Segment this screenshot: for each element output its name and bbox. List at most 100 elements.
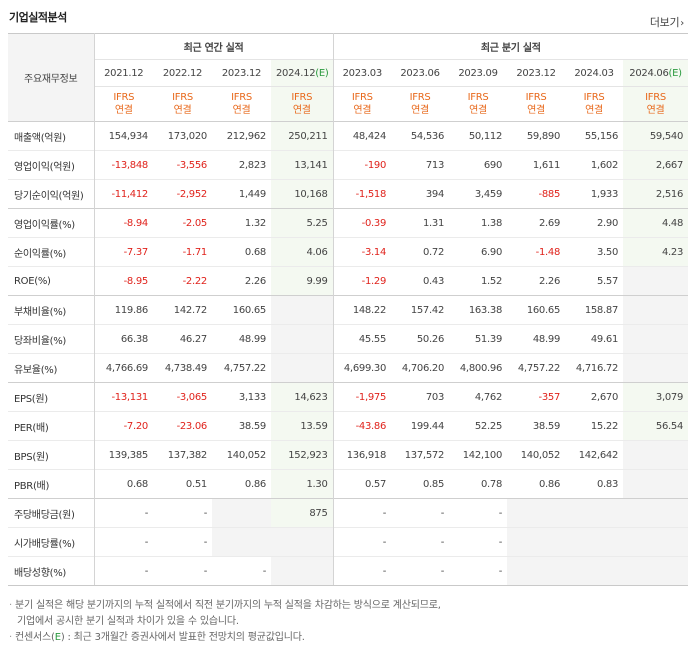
table-cell: -8.95 bbox=[94, 266, 153, 296]
period-header: 2022.12 bbox=[153, 59, 212, 87]
table-cell bbox=[212, 527, 271, 557]
table-cell: 139,385 bbox=[94, 440, 153, 470]
table-cell: 52.25 bbox=[449, 411, 508, 441]
table-row: 매출액(억원) 154,934 173,020 212,962 250,211 48,42… bbox=[8, 121, 689, 151]
row-label: 유보율(%) bbox=[8, 353, 95, 383]
period-header: 2023.12 bbox=[507, 59, 566, 87]
table-cell: -11,412 bbox=[94, 179, 153, 209]
table-cell: 0.68 bbox=[212, 237, 271, 267]
standard-consolidated: 연결 bbox=[527, 105, 545, 116]
row-label: 영업이익(억원) bbox=[8, 150, 95, 180]
table-cell: -3,065 bbox=[153, 382, 212, 412]
footnote-1: · 분기 실적은 해당 분기까지의 누적 실적에서 직전 분기까지의 누적 실적을… bbox=[9, 600, 441, 611]
standard-ifrs: IFRS bbox=[113, 92, 135, 103]
table-row: 영업이익(억원) -13,848 -3,556 2,823 13,141 -190 713 6… bbox=[8, 150, 689, 180]
standard-header: IFRS 연결 bbox=[212, 86, 271, 122]
table-cell: -1.29 bbox=[333, 266, 392, 296]
table-cell: -43.86 bbox=[333, 411, 392, 441]
table-cell: 2.26 bbox=[507, 266, 566, 296]
table-cell: 0.43 bbox=[391, 266, 450, 296]
table-cell: 10,168 bbox=[271, 179, 334, 209]
table-cell: 3,079 bbox=[623, 382, 689, 412]
table-cell: 1.52 bbox=[449, 266, 508, 296]
table-cell: 4,706.20 bbox=[391, 353, 450, 383]
row-label: PER(배) bbox=[8, 411, 95, 441]
table-cell: -2.22 bbox=[153, 266, 212, 296]
table-cell: 13,141 bbox=[271, 150, 334, 180]
period-header: 2021.12 bbox=[94, 59, 153, 87]
table-cell: -190 bbox=[333, 150, 392, 180]
table-cell: 3.50 bbox=[565, 237, 624, 267]
table-cell bbox=[565, 498, 624, 528]
table-cell: 173,020 bbox=[153, 121, 212, 151]
standard-ifrs: IFRS bbox=[351, 92, 373, 103]
table-cell: 0.51 bbox=[153, 469, 212, 499]
table-row: 순이익률(%) -7.37 -1.71 0.68 4.06 -3.14 0.72 6.90 -1… bbox=[8, 237, 689, 267]
table-cell: -13,131 bbox=[94, 382, 153, 412]
table-cell bbox=[565, 527, 624, 557]
table-cell: 1,933 bbox=[565, 179, 624, 209]
table-cell: 56.54 bbox=[623, 411, 689, 441]
period-header: 2024.06(E) bbox=[623, 59, 689, 87]
more-link-label: 더보기 bbox=[649, 16, 680, 29]
table-cell: 3,133 bbox=[212, 382, 271, 412]
table-cell: -13,848 bbox=[94, 150, 153, 180]
table-cell: 14,623 bbox=[271, 382, 334, 412]
standard-header: IFRS 연결 bbox=[153, 86, 212, 122]
period-label: 2024.03 bbox=[574, 67, 614, 79]
chevron-right-icon: › bbox=[680, 18, 684, 29]
row-label: EPS(원) bbox=[8, 382, 95, 412]
table-cell: 0.83 bbox=[565, 469, 624, 499]
table-cell: - bbox=[333, 556, 392, 586]
period-label: 2023.06 bbox=[400, 67, 440, 79]
table-cell: 4,800.96 bbox=[449, 353, 508, 383]
table-cell: 38.59 bbox=[212, 411, 271, 441]
period-header: 2024.03 bbox=[565, 59, 624, 87]
table-cell: 0.85 bbox=[391, 469, 450, 499]
table-cell: - bbox=[94, 527, 153, 557]
table-cell bbox=[623, 556, 689, 586]
table-cell: 49.61 bbox=[565, 324, 624, 354]
table-cell: 136,918 bbox=[333, 440, 392, 470]
table-cell: 2.69 bbox=[507, 208, 566, 238]
table-cell: - bbox=[391, 527, 450, 557]
table-cell: - bbox=[391, 556, 450, 586]
table-cell: 4,757.22 bbox=[507, 353, 566, 383]
table-cell: - bbox=[94, 498, 153, 528]
table-cell: 48.99 bbox=[212, 324, 271, 354]
table-cell: 212,962 bbox=[212, 121, 271, 151]
table-cell: 4.48 bbox=[623, 208, 689, 238]
table-row: 영업이익률(%) -8.94 -2.05 1.32 5.25 -0.39 1.31 1.38 2… bbox=[8, 208, 689, 238]
standard-ifrs: IFRS bbox=[172, 92, 193, 103]
more-link[interactable]: 더보기› bbox=[650, 14, 684, 30]
table-cell: 55,156 bbox=[565, 121, 624, 151]
standard-header: IFRS 연결 bbox=[271, 86, 334, 122]
table-cell: 59,540 bbox=[623, 121, 689, 151]
standard-ifrs: IFRS bbox=[231, 92, 252, 103]
standard-header: IFRS 연결 bbox=[623, 86, 689, 122]
table-cell: 394 bbox=[391, 179, 450, 209]
table-cell: 119.86 bbox=[94, 295, 153, 325]
table-cell: 3,459 bbox=[449, 179, 508, 209]
table-row: BPS(원) 139,385 137,382 140,052 152,923 136,91… bbox=[8, 440, 689, 470]
table-cell: - bbox=[333, 498, 392, 528]
table-cell bbox=[623, 440, 689, 470]
row-label: PBR(배) bbox=[8, 469, 95, 499]
section-header: 기업실적분석 더보기› bbox=[0, 0, 694, 30]
period-label: 2021.12 bbox=[104, 67, 144, 79]
table-cell: -3.14 bbox=[333, 237, 392, 267]
period-label: 2024.12 bbox=[276, 67, 316, 79]
table-row: 부채비율(%) 119.86 142.72 160.65 148.22 157.42 163… bbox=[8, 295, 689, 325]
table-row: 배당성향(%) - - - - - - bbox=[8, 556, 689, 586]
row-label: 당좌비율(%) bbox=[8, 324, 95, 354]
table-cell: 4.23 bbox=[623, 237, 689, 267]
table-cell: 2,667 bbox=[623, 150, 689, 180]
period-label: 2022.12 bbox=[162, 67, 203, 79]
table-cell bbox=[271, 556, 334, 586]
table-body: 매출액(억원) 154,934 173,020 212,962 250,211 48,42… bbox=[8, 121, 689, 586]
table-cell: 4,738.49 bbox=[153, 353, 212, 383]
period-label: 2023.12 bbox=[516, 67, 556, 79]
standard-header-row: IFRS 연결 IFRS 연결 IFRS 연결 IFRS 연결 IFRS 연결 IFRS 연결 IFRS… bbox=[8, 86, 689, 122]
table-cell: 160.65 bbox=[212, 295, 271, 325]
standard-ifrs: IFRS bbox=[645, 92, 666, 103]
